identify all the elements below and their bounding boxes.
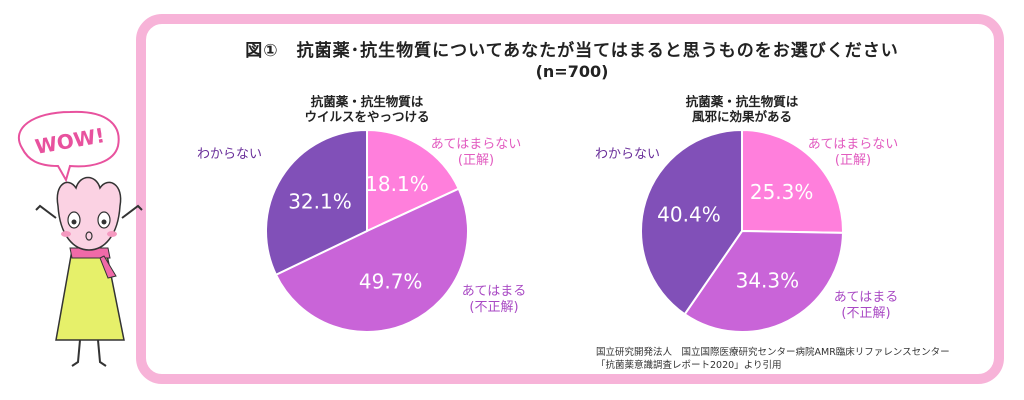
speech-bubble-icon	[17, 110, 120, 183]
pie-1-title: 抗菌薬・抗生物質は ウイルスをやっつける	[257, 94, 477, 124]
pie-2-title: 抗菌薬・抗生物質は 風邪に効果がある	[632, 94, 852, 124]
source-line: 「抗菌薬意識調査レポート2020」より引用	[596, 360, 782, 371]
pie-2-value-label-2: 34.3%	[736, 268, 800, 292]
pie-1-slice-3	[265, 128, 368, 277]
head-icon	[56, 176, 122, 251]
pie-2-title-line: 風邪に効果がある	[691, 109, 792, 124]
leg-right-icon	[97, 339, 107, 367]
leg-left-icon	[71, 339, 81, 367]
pie-2-slice-1	[741, 128, 844, 234]
arm-right-icon	[121, 204, 143, 219]
pie-1-title-line: 抗菌薬・抗生物質は	[310, 94, 424, 109]
source-note: 国立研究開発法人 国立国際医療研究センター病院AMR臨床リファレンスセンター 「…	[596, 346, 950, 372]
source-line: 国立研究開発法人 国立国際医療研究センター病院AMR臨床リファレンスセンター	[596, 347, 950, 358]
pie-2-slice-2	[683, 229, 845, 333]
pie-1-category-label-2: (不正解)	[469, 300, 518, 315]
pie-1-slice-1	[366, 128, 461, 233]
cheek-right-icon	[107, 231, 117, 237]
pie-1-title-line: ウイルスをやっつける	[304, 109, 430, 124]
figure-subtitle: (n=700)	[535, 62, 609, 81]
pie-1-category-label-1: あてはまらない	[431, 137, 521, 152]
pie-2-title-line: 抗菌薬・抗生物質は	[685, 94, 799, 109]
pie-1-category-label-3: わからない	[197, 147, 262, 162]
pupil-left-icon	[71, 219, 77, 225]
cheek-left-icon	[61, 231, 71, 237]
pie-1-slice-2	[274, 187, 469, 333]
pie-2-value-label-1: 25.3%	[750, 180, 814, 204]
pie-1-value-label-1: 18.1%	[365, 172, 429, 196]
pie-2-category-label-2: (不正解)	[841, 306, 890, 321]
pie-2-category-label-1: あてはまらない	[808, 137, 898, 152]
arm-left-icon	[35, 204, 57, 219]
mascot-illustration: WOW!	[17, 110, 143, 367]
pie-2-category-label-1: (正解)	[835, 153, 871, 168]
pie-1-category-label-1: (正解)	[458, 153, 494, 168]
scarf-tail-icon	[99, 255, 117, 279]
pie-2-category-label-3: わからない	[595, 147, 660, 162]
pie-1-category-label-2: あてはまる	[462, 284, 526, 299]
pie-2-category-label-2: あてはまる	[834, 290, 898, 305]
figure-title: 図① 抗菌薬･抗生物質についてあなたが当てはまると思うものをお選びください	[245, 41, 899, 61]
dress-icon	[55, 249, 125, 341]
mouth-icon	[85, 231, 93, 241]
pie-2-slice-3	[640, 128, 743, 316]
pie-1-value-label-3: 32.1%	[288, 189, 352, 213]
pupil-right-icon	[101, 219, 107, 225]
pie-2-value-label-3: 40.4%	[657, 202, 721, 226]
pie-1-value-label-2: 49.7%	[359, 269, 423, 293]
